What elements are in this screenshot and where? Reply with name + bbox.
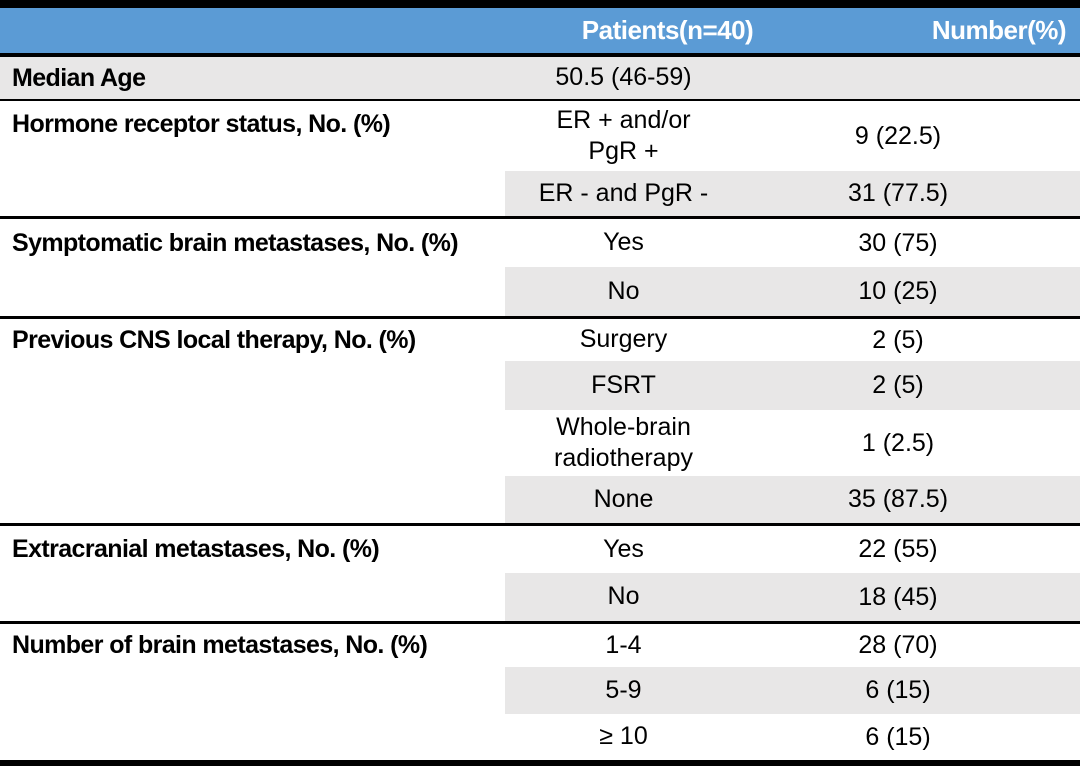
section-symptomatic-brain-metastases: Symptomatic brain metastases, No. (%) Ye… (0, 219, 1080, 319)
row-label: Median Age (12, 63, 146, 92)
row-median-age: Median Age 50.5 (46-59) (0, 57, 1080, 101)
header-number: Number(%) (931, 15, 1067, 45)
subrow-number: 31 (77.5) (742, 171, 1080, 216)
subrow-value: Whole-brain radiotherapy (554, 412, 693, 472)
section-previous-cns-therapy: Previous CNS local therapy, No. (%) Surg… (0, 319, 1080, 526)
subrow-number: 2 (5) (872, 325, 924, 354)
subrow-value: Surgery (579, 325, 668, 354)
section-extracranial-metastases: Extracranial metastases, No. (%) Yes 22 … (0, 526, 1080, 624)
section-label: Extracranial metastases, No. (%) (12, 535, 380, 563)
subrow-number: 1 (2.5) (861, 428, 935, 457)
subrow-number: 10 (25) (742, 267, 1080, 316)
table-header-row: Patients(n=40) Number(%) (0, 8, 1080, 57)
section-label: Symptomatic brain metastases, No. (%) (12, 228, 459, 257)
subrow-number: 2 (5) (742, 361, 1080, 410)
subrow-value: No (505, 573, 742, 621)
subrow-value: 1-4 (605, 630, 642, 659)
subrow-value: Yes (603, 228, 644, 257)
subrow-number: 9 (22.5) (854, 121, 942, 150)
subrow-value: FSRT (505, 361, 742, 410)
subrow-value: None (505, 476, 742, 523)
subrow-value: Yes (603, 534, 644, 563)
table-top-rule (0, 0, 1080, 8)
header-patients: Patients(n=40) (581, 15, 754, 45)
table-bottom-rule (0, 760, 1080, 766)
subrow-number: 6 (15) (865, 722, 931, 751)
subrow-number: 35 (87.5) (742, 476, 1080, 523)
subrow-number: 22 (55) (858, 535, 938, 563)
subrow-value: 5-9 (505, 667, 742, 714)
subrow-value: ≥ 10 (599, 722, 648, 751)
subrow-value: ER + and/or PgR + (556, 105, 691, 165)
subrow-number: 6 (15) (742, 667, 1080, 714)
subrow-value: No (505, 267, 742, 316)
row-number (742, 57, 1080, 99)
section-number-brain-metastases: Number of brain metastases, No. (%) 1-4 … (0, 624, 1080, 760)
subrow-number: 30 (75) (858, 228, 938, 257)
subrow-number: 18 (45) (742, 573, 1080, 621)
subrow-number: 28 (70) (858, 631, 938, 659)
section-label: Hormone receptor status, No. (%) (12, 110, 391, 138)
section-label: Previous CNS local therapy, No. (%) (12, 325, 416, 354)
header-empty-cell (0, 8, 505, 53)
section-hormone-receptor: Hormone receptor status, No. (%) ER + an… (0, 101, 1080, 219)
subrow-value: ER - and PgR - (505, 171, 742, 216)
row-value: 50.5 (46-59) (555, 63, 692, 92)
section-label: Number of brain metastases, No. (%) (12, 631, 428, 659)
